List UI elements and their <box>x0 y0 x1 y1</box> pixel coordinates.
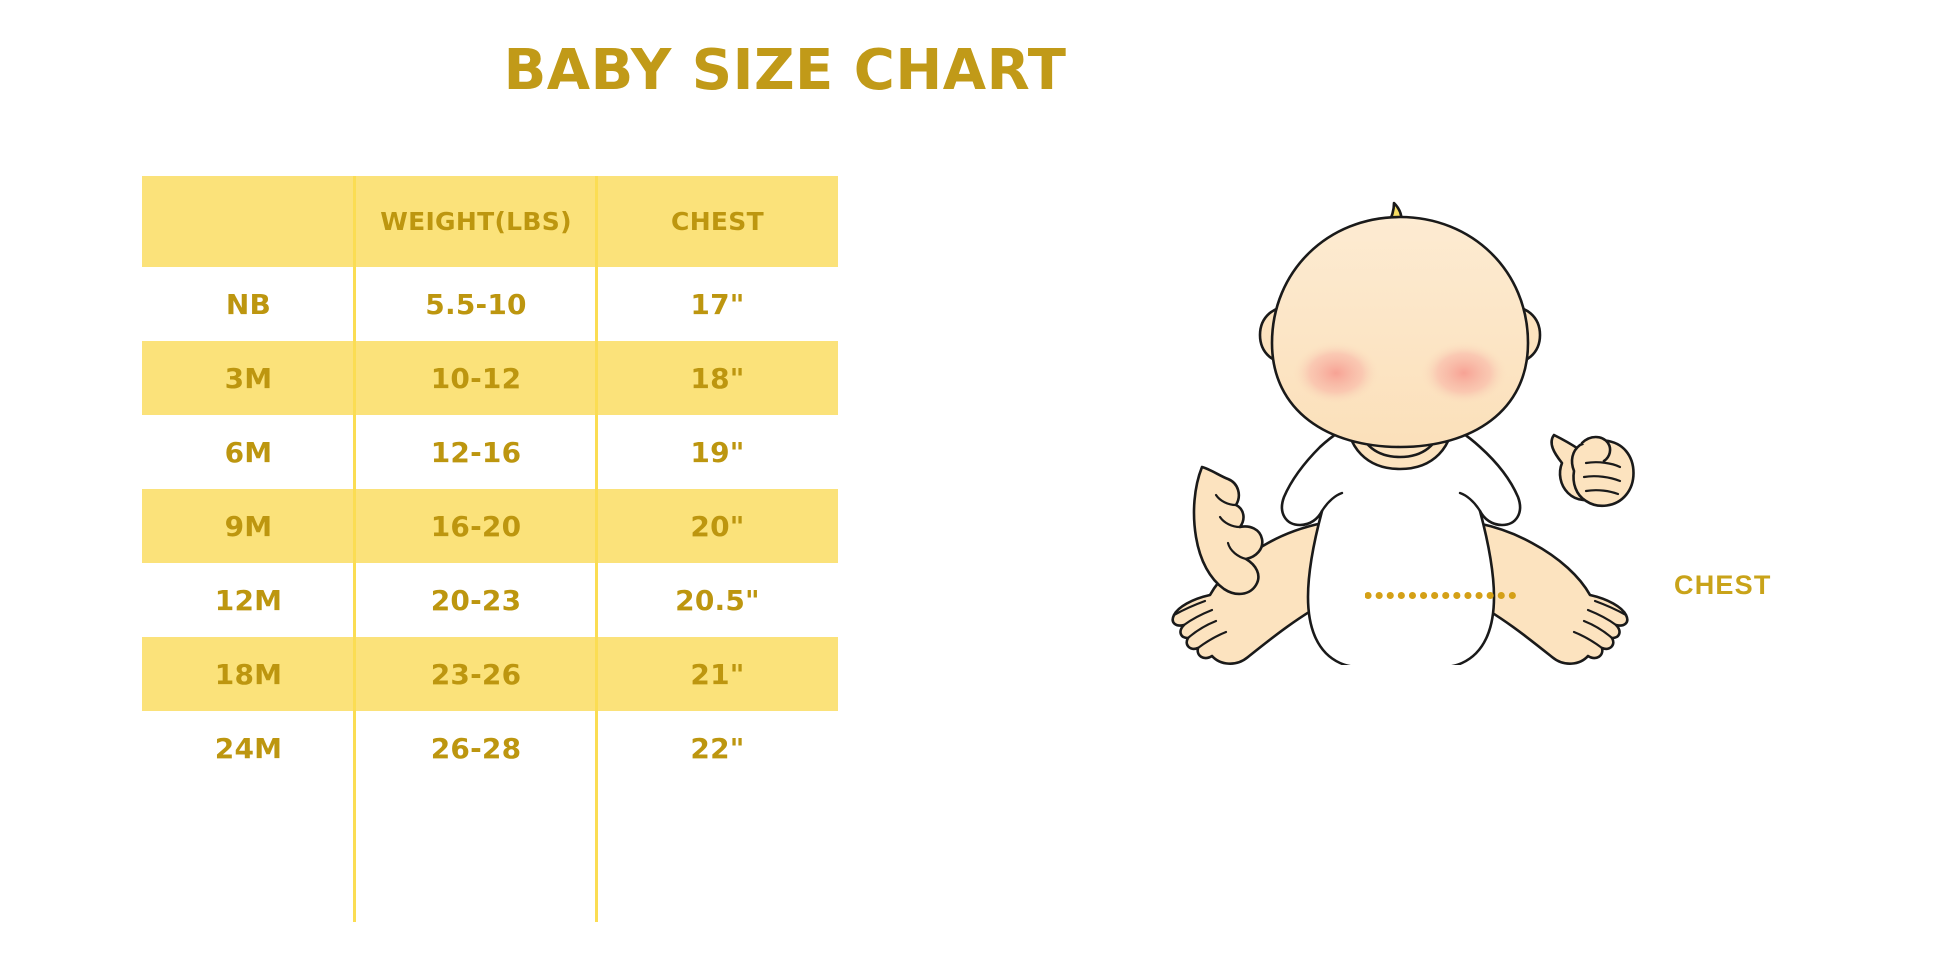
table-row: 18M 23-26 21" <box>142 637 838 711</box>
table-row: NB 5.5-10 17" <box>142 267 838 341</box>
cell-size: 12M <box>214 583 283 617</box>
cell-size: 3M <box>224 361 273 395</box>
baby-head <box>1270 215 1530 449</box>
cell-chest: 20.5" <box>675 583 760 617</box>
cell-weight: 20-23 <box>430 583 522 617</box>
baby-illustration <box>1150 195 1650 665</box>
chest-measurement-line <box>1364 586 1524 599</box>
cell-size: 18M <box>214 657 283 691</box>
chest-measurement-label: CHEST <box>1674 570 1772 600</box>
table-row: 3M 10-12 18" <box>142 341 838 415</box>
size-chart-table: WEIGHT(LBS) CHEST NB 5.5-10 17" 3M 10-12… <box>142 176 838 785</box>
cell-weight: 5.5-10 <box>425 287 527 321</box>
table-row: 9M 16-20 20" <box>142 489 838 563</box>
cell-chest: 21" <box>690 657 745 691</box>
cell-weight: 16-20 <box>430 509 522 543</box>
page-title: BABY SIZE CHART <box>503 38 1067 103</box>
cell-chest: 17" <box>690 287 745 321</box>
column-header-chest: CHEST <box>671 207 764 236</box>
cell-weight: 10-12 <box>430 361 522 395</box>
cell-weight: 26-28 <box>430 731 522 765</box>
cell-size: NB <box>225 287 272 321</box>
column-divider-right <box>595 176 598 922</box>
table-row: 24M 26-28 22" <box>142 711 838 785</box>
baby-right-arm <box>1550 433 1635 508</box>
table-header-row: WEIGHT(LBS) CHEST <box>142 176 838 267</box>
cell-weight: 12-16 <box>430 435 522 469</box>
cell-weight: 23-26 <box>430 657 522 691</box>
baby-left-cheek <box>1292 341 1380 405</box>
baby-left-arm <box>1192 465 1264 596</box>
column-divider-left <box>353 176 356 922</box>
baby-right-cheek <box>1420 341 1508 405</box>
cell-chest: 19" <box>690 435 745 469</box>
column-header-weight: WEIGHT(LBS) <box>380 207 572 236</box>
cell-size: 6M <box>224 435 273 469</box>
cell-chest: 20" <box>690 509 745 543</box>
cell-chest: 22" <box>690 731 745 765</box>
table-row: 12M 20-23 20.5" <box>142 563 838 637</box>
cell-size: 9M <box>224 509 273 543</box>
cell-size: 24M <box>214 731 283 765</box>
cell-chest: 18" <box>690 361 745 395</box>
table-row: 6M 12-16 19" <box>142 415 838 489</box>
